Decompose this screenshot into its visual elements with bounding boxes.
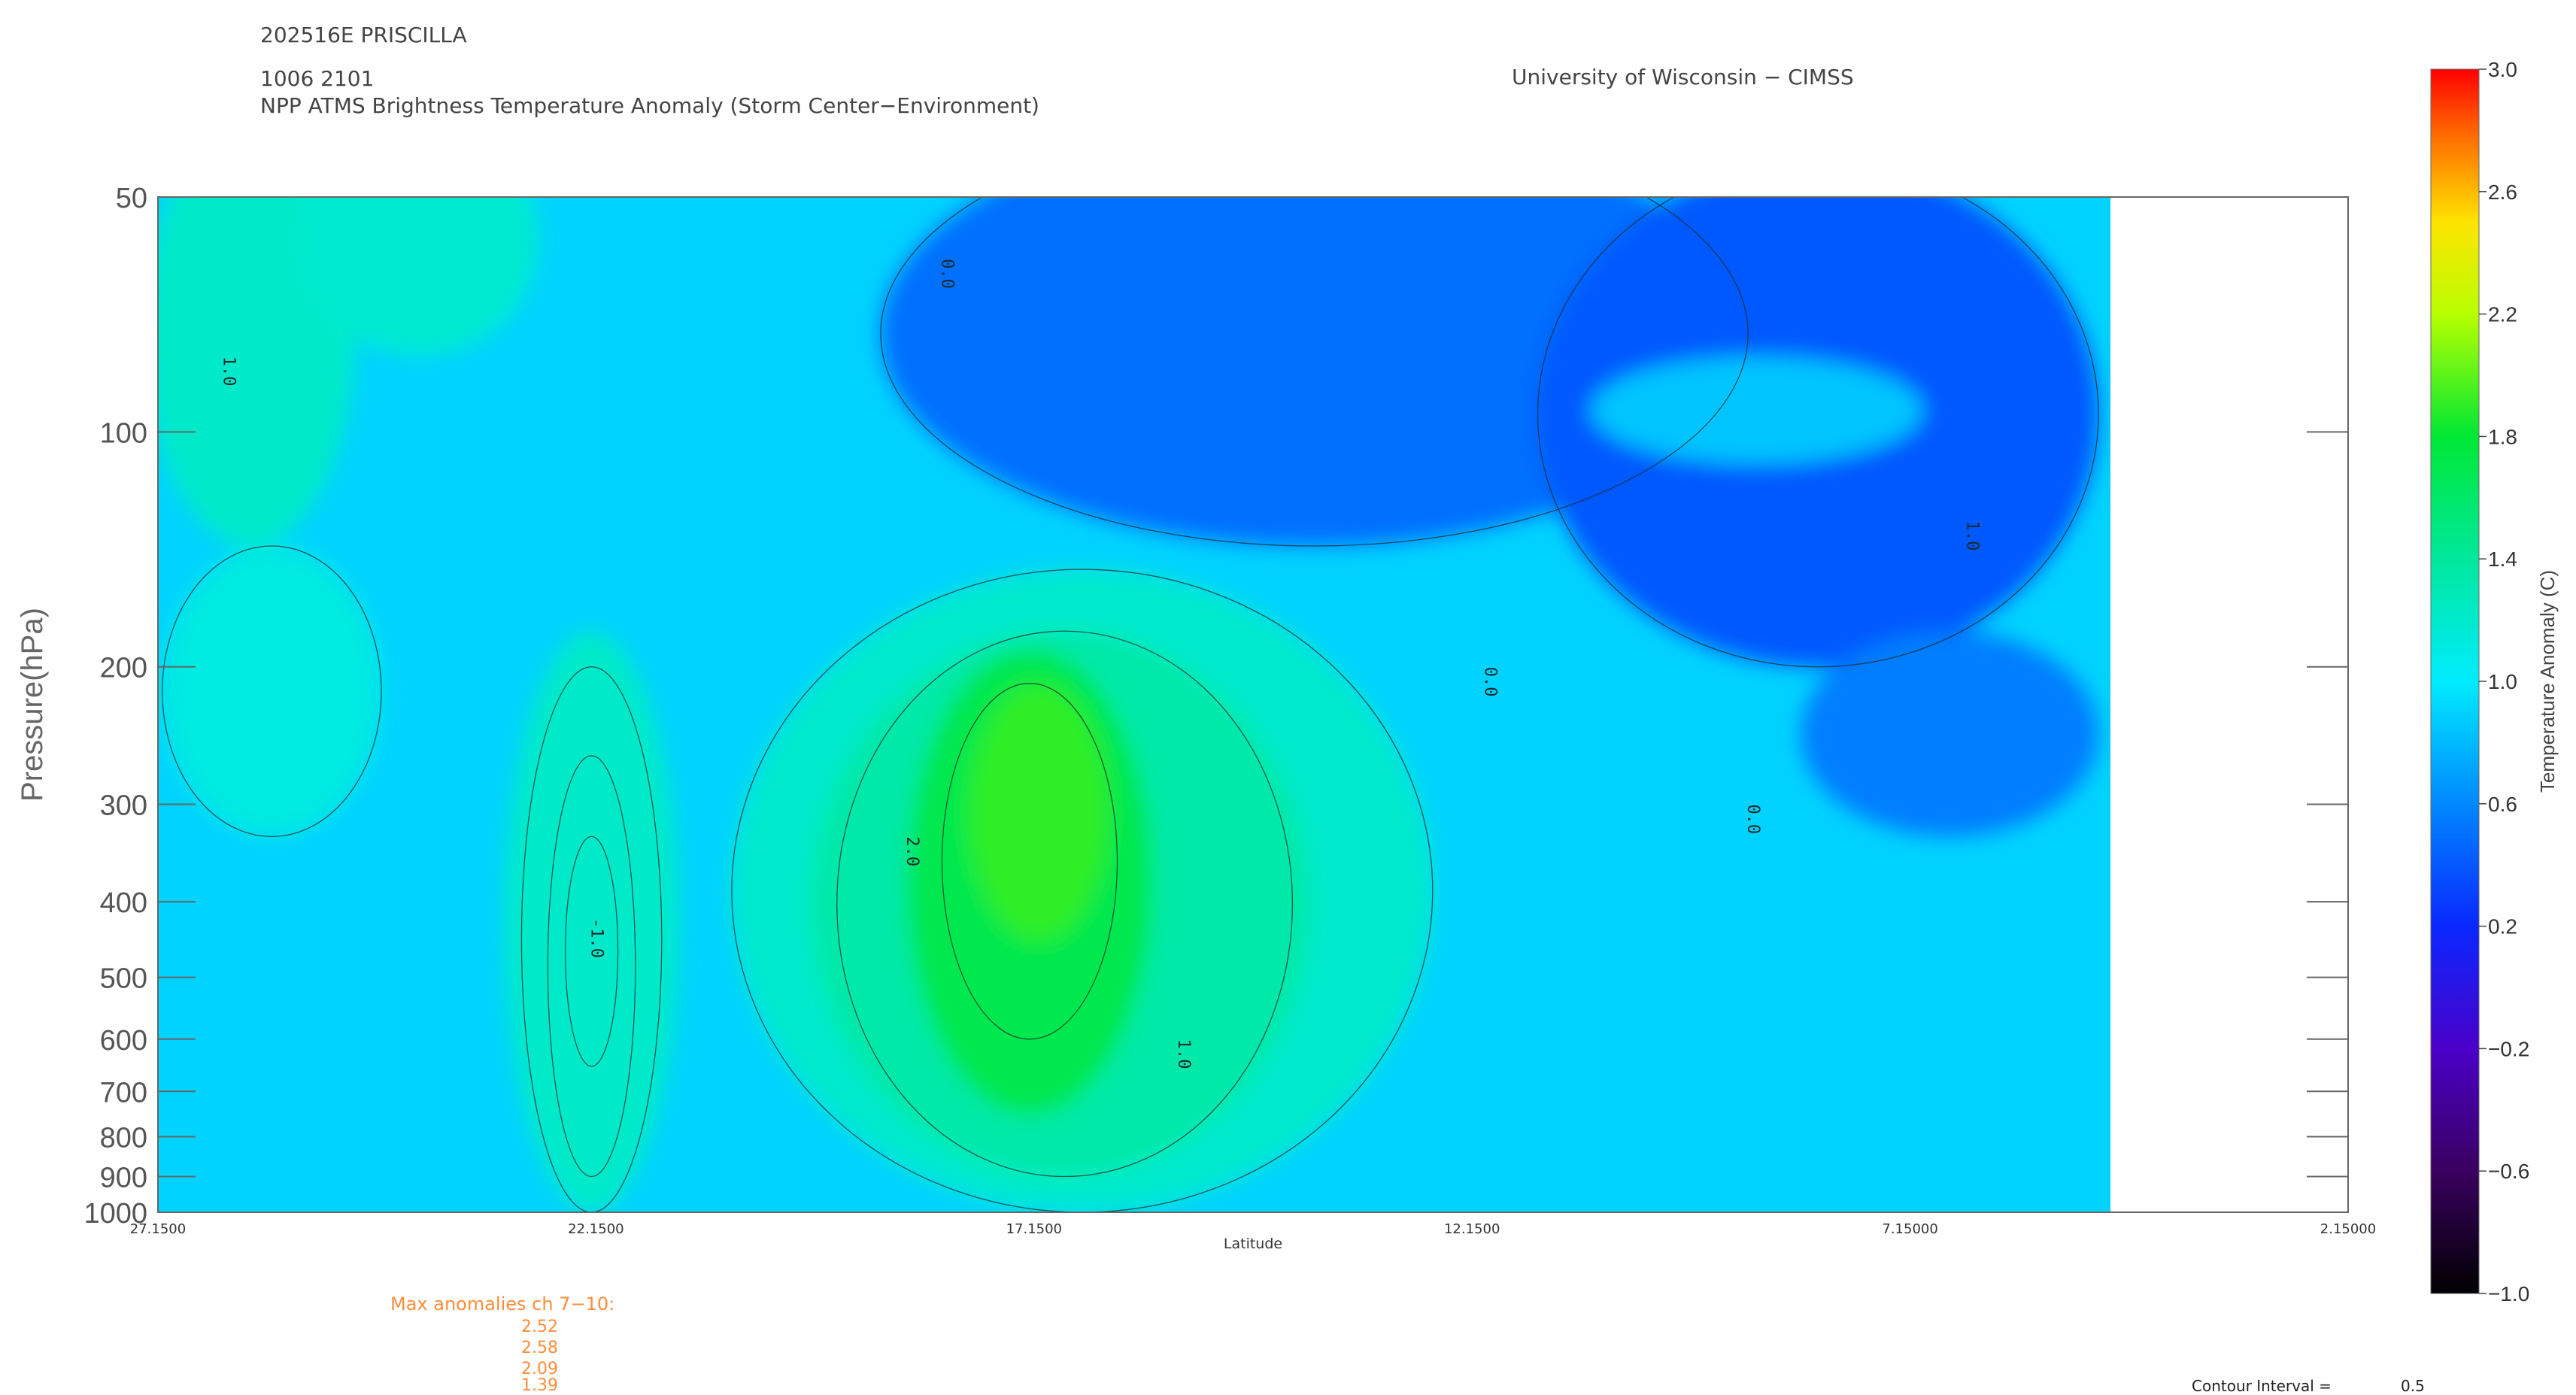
contour-central-upper: [880, 197, 1749, 547]
contour-label: 0.0: [937, 259, 956, 289]
y-tick-label: 600: [100, 1025, 147, 1057]
y-tick-label: 300: [100, 790, 147, 821]
y-tick-label: 400: [100, 887, 147, 919]
contour-west-mid: [162, 545, 382, 838]
institution: University of Wisconsin − CIMSS: [1512, 65, 1854, 89]
contour-warm-outer: [731, 569, 1434, 1212]
y-tick-label: 100: [100, 417, 147, 449]
x-tick-label: 7.15000: [1882, 1221, 1937, 1237]
contour-label: 2.0: [903, 836, 921, 866]
x-axis-label: Latitude: [1224, 1236, 1282, 1252]
contour-interval-value: 0.5: [2401, 1377, 2425, 1395]
contour-cold-outer: [520, 666, 663, 1212]
upper-warm-region-2: [302, 197, 539, 356]
contour-label: 1.0: [219, 356, 238, 387]
colorbar-tick-label: −0.6: [2488, 1160, 2529, 1183]
contour-label: -1.0: [587, 918, 606, 958]
colorbar-tick-label: 0.2: [2488, 915, 2517, 939]
y-tick-label: 200: [100, 653, 147, 684]
y-tick-label: 900: [100, 1163, 147, 1194]
colorbar-tick-label: 1.8: [2488, 425, 2517, 448]
anomaly-field: [158, 197, 2099, 1212]
upper-pocket-1: [1590, 356, 1924, 465]
x-tick-label: 17.1500: [1006, 1221, 1062, 1237]
upper-cool-region-central: [881, 197, 1748, 546]
contour-warm-inner: [941, 683, 1118, 1040]
contour-interval-label: Contour Interval =: [2192, 1377, 2332, 1395]
colorbar-tick-label: 2.2: [2488, 303, 2517, 326]
contour-warm-middle: [836, 630, 1294, 1178]
colorbar-tick-label: 2.6: [2488, 180, 2517, 204]
date-time: 1006 2101: [260, 66, 375, 91]
colorbar-tick-label: 0.6: [2488, 793, 2517, 816]
product-title: NPP ATMS Brightness Temperature Anomaly …: [260, 93, 1039, 118]
storm-id: 202516E PRISCILLA: [260, 23, 467, 47]
contour-east-upper: [1537, 197, 2099, 668]
y-axis-label: Pressure(hPa): [16, 608, 49, 802]
colorbar-tick-label: −0.2: [2488, 1037, 2529, 1060]
contour-label: 0.0: [1481, 667, 1500, 697]
warm-core-peak: [968, 683, 1109, 942]
colorbar-tick-label: 3.0: [2488, 58, 2517, 81]
x-tick-label: 12.1500: [1444, 1221, 1500, 1237]
x-tick-label: 27.1500: [130, 1221, 186, 1237]
y-tick-label: 800: [100, 1122, 147, 1154]
max-anomaly-4: 1.39: [521, 1376, 558, 1395]
mid-warm-west: [162, 545, 382, 837]
contour-label: 0.0: [1743, 804, 1762, 834]
contour-cold-middle: [547, 755, 636, 1178]
max-anomalies-title: Max anomalies ch 7−10:: [390, 1293, 615, 1315]
y-tick-label: 50: [116, 183, 147, 214]
max-anomaly-2: 2.58: [521, 1339, 558, 1357]
colorbar-tick-label: 1.4: [2488, 547, 2517, 571]
contour-lines: [162, 197, 2099, 1212]
colorbar-tick-label: −1.0: [2488, 1282, 2529, 1306]
plot-frame: [157, 196, 2349, 1213]
y-tick-label: 700: [100, 1077, 147, 1108]
max-anomaly-1: 2.52: [521, 1318, 558, 1336]
x-tick-label: 2.15000: [2320, 1221, 2376, 1237]
contour-label: 1.0: [1962, 521, 1981, 551]
colorbar-label: Temperature Anomaly (C): [2536, 570, 2559, 793]
mid-cool-region-east: [1801, 631, 2099, 837]
colorbar-tick-label: 1.0: [2488, 670, 2517, 693]
x-tick-label: 22.1500: [568, 1221, 624, 1237]
upper-warm-region-west: [158, 197, 356, 546]
contour-labels: 2.0 -1.0 1.0 0.0 0.0 0.0 1.0 1.0: [219, 259, 1981, 1069]
contour-cold-inner: [564, 835, 619, 1067]
contour-label: 1.0: [1174, 1039, 1193, 1069]
max-anomaly-3: 2.09: [521, 1360, 558, 1378]
colorbar: [2430, 68, 2480, 1294]
cold-column-warm-halo: [504, 631, 680, 1212]
y-tick-label: 1000: [83, 1198, 147, 1230]
y-tick-label: 500: [100, 963, 147, 995]
